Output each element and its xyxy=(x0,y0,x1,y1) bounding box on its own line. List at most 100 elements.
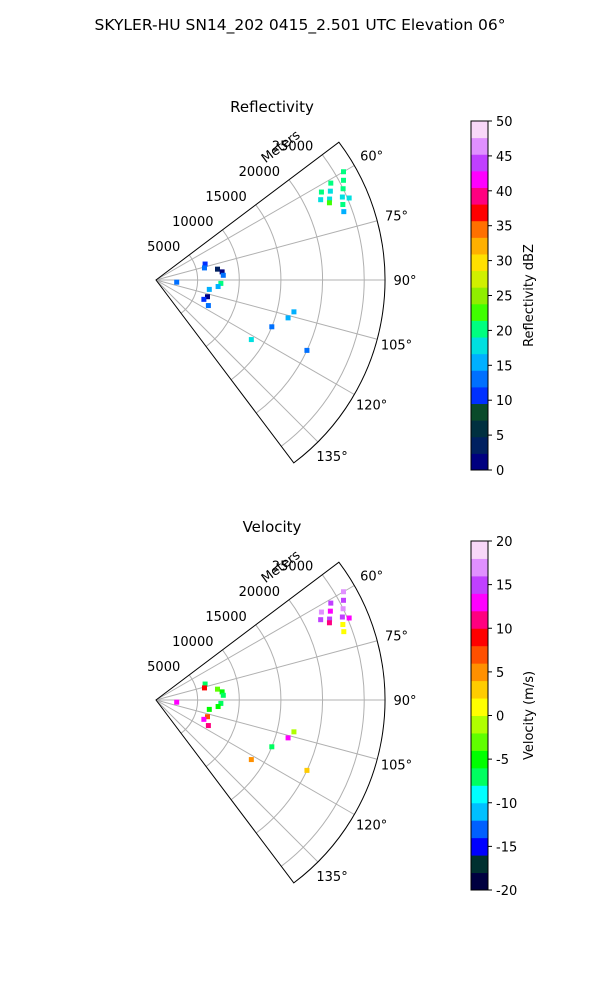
echo-point xyxy=(206,706,212,712)
echo-point xyxy=(340,622,346,628)
colorbar-swatch xyxy=(471,370,488,388)
angle-tick-label: 75° xyxy=(385,630,408,645)
echo-point xyxy=(291,729,297,735)
azimuth-spoke xyxy=(155,279,319,443)
angle-tick-label: 60° xyxy=(360,570,383,585)
range-ring xyxy=(180,674,199,734)
angle-tick-label: 135° xyxy=(316,870,347,885)
colorbar-swatch xyxy=(471,855,488,874)
colorbar-tick-label: 15 xyxy=(496,359,513,374)
range-ring xyxy=(255,179,324,414)
colorbar-swatch xyxy=(471,386,488,405)
echo-point xyxy=(218,700,224,706)
echo-point xyxy=(318,617,324,623)
colorbar-swatch xyxy=(471,121,488,139)
echo-point xyxy=(304,767,310,773)
echo-point xyxy=(204,714,210,720)
sector-frame xyxy=(155,561,386,884)
colorbar-swatch xyxy=(471,237,488,255)
colorbar-tick-label: 10 xyxy=(496,394,513,409)
angle-tick-label: 105° xyxy=(381,338,412,353)
colorbar-swatch xyxy=(471,820,488,839)
colorbar-swatch xyxy=(471,732,488,751)
colorbar-tick-label: 0 xyxy=(496,464,504,479)
colorbar-tick-label: -5 xyxy=(496,753,509,768)
colorbar-tick-label: 15 xyxy=(496,579,513,594)
echo-point xyxy=(318,197,324,203)
panel-velocity: Velocity 60° 75° 90° 105° 120° 135° 5000 10000 15… xyxy=(147,518,537,899)
range-ring xyxy=(230,624,282,801)
echo-point xyxy=(328,180,334,186)
angle-tick-label: 120° xyxy=(356,819,387,834)
colorbar-swatch xyxy=(471,170,488,188)
range-ring xyxy=(230,204,282,381)
echo-point xyxy=(340,202,346,208)
radial-tick-label: 10000 xyxy=(172,635,213,650)
colorbar-label: Reflectivity dBZ xyxy=(522,244,537,347)
azimuth-spoke xyxy=(155,279,355,395)
echo-point xyxy=(346,195,352,201)
colorbar-swatch xyxy=(471,270,488,288)
azimuth-spoke xyxy=(155,585,355,701)
colorbar-tick-label: -15 xyxy=(496,840,517,855)
radial-tick-label: 20000 xyxy=(239,165,280,180)
echo-point xyxy=(269,744,275,750)
figure-title: SKYLER-HU SN14_202 0415_2.501 UTC Elevat… xyxy=(94,16,506,34)
echo-point xyxy=(219,269,225,275)
range-ring xyxy=(280,154,365,447)
angle-tick-label: 90° xyxy=(393,694,416,709)
echo-point xyxy=(201,716,207,722)
colorbar-tick-label: 45 xyxy=(496,150,513,165)
echo-point xyxy=(285,735,291,741)
echo-point xyxy=(340,177,346,183)
sector-frame xyxy=(155,141,386,464)
colorbar-swatch xyxy=(471,541,488,559)
colorbar-tick-label: -10 xyxy=(496,797,517,812)
colorbar-label: Velocity (m/s) xyxy=(522,671,537,760)
colorbar-swatch xyxy=(471,137,488,155)
colorbar-tick-label: -20 xyxy=(496,884,517,899)
range-ring xyxy=(205,229,240,347)
echo-point xyxy=(201,296,207,302)
echo-point xyxy=(341,589,347,595)
colorbar-tick-label: 5 xyxy=(496,666,504,681)
echo-point xyxy=(318,189,324,195)
colorbar-swatch xyxy=(471,436,488,454)
colorbar-tick-label: 50 xyxy=(496,115,513,130)
colorbar-swatch xyxy=(471,320,488,338)
echo-point xyxy=(220,272,226,278)
angle-tick-label: 75° xyxy=(385,210,408,225)
echo-point xyxy=(174,699,180,705)
colorbar-swatch xyxy=(471,253,488,272)
colorbar-swatch xyxy=(471,558,488,577)
chart-title: Velocity xyxy=(243,518,302,536)
echo-point xyxy=(201,265,207,271)
colorbar-swatch xyxy=(471,575,488,594)
echo-point xyxy=(339,194,345,200)
radial-tick-label: 5000 xyxy=(147,240,180,255)
colorbar-swatch xyxy=(471,750,488,769)
radial-tick-label: 10000 xyxy=(172,215,213,230)
colorbar-swatch xyxy=(471,337,488,355)
echo-point xyxy=(341,209,347,215)
radial-tick-label: 25000 xyxy=(272,560,313,575)
echo-point xyxy=(220,692,226,698)
echo-point xyxy=(326,200,332,206)
angle-tick-label: 135° xyxy=(316,450,347,465)
echo-point xyxy=(346,615,352,621)
radial-tick-label: 15000 xyxy=(205,610,246,625)
echo-point xyxy=(201,685,207,691)
range-ring xyxy=(205,649,240,767)
colorbar-swatch xyxy=(471,698,488,716)
azimuth-spoke xyxy=(155,699,355,815)
chart-title: Reflectivity xyxy=(230,98,314,116)
range-ring xyxy=(255,599,324,834)
colorbar-tick-label: 10 xyxy=(496,622,513,637)
echo-point xyxy=(205,723,211,729)
colorbar-tick-label: 30 xyxy=(496,255,513,270)
colorbar-swatch xyxy=(471,353,488,371)
colorbar-swatch xyxy=(471,453,488,471)
echo-point xyxy=(215,266,221,272)
colorbar-swatch xyxy=(471,154,488,172)
